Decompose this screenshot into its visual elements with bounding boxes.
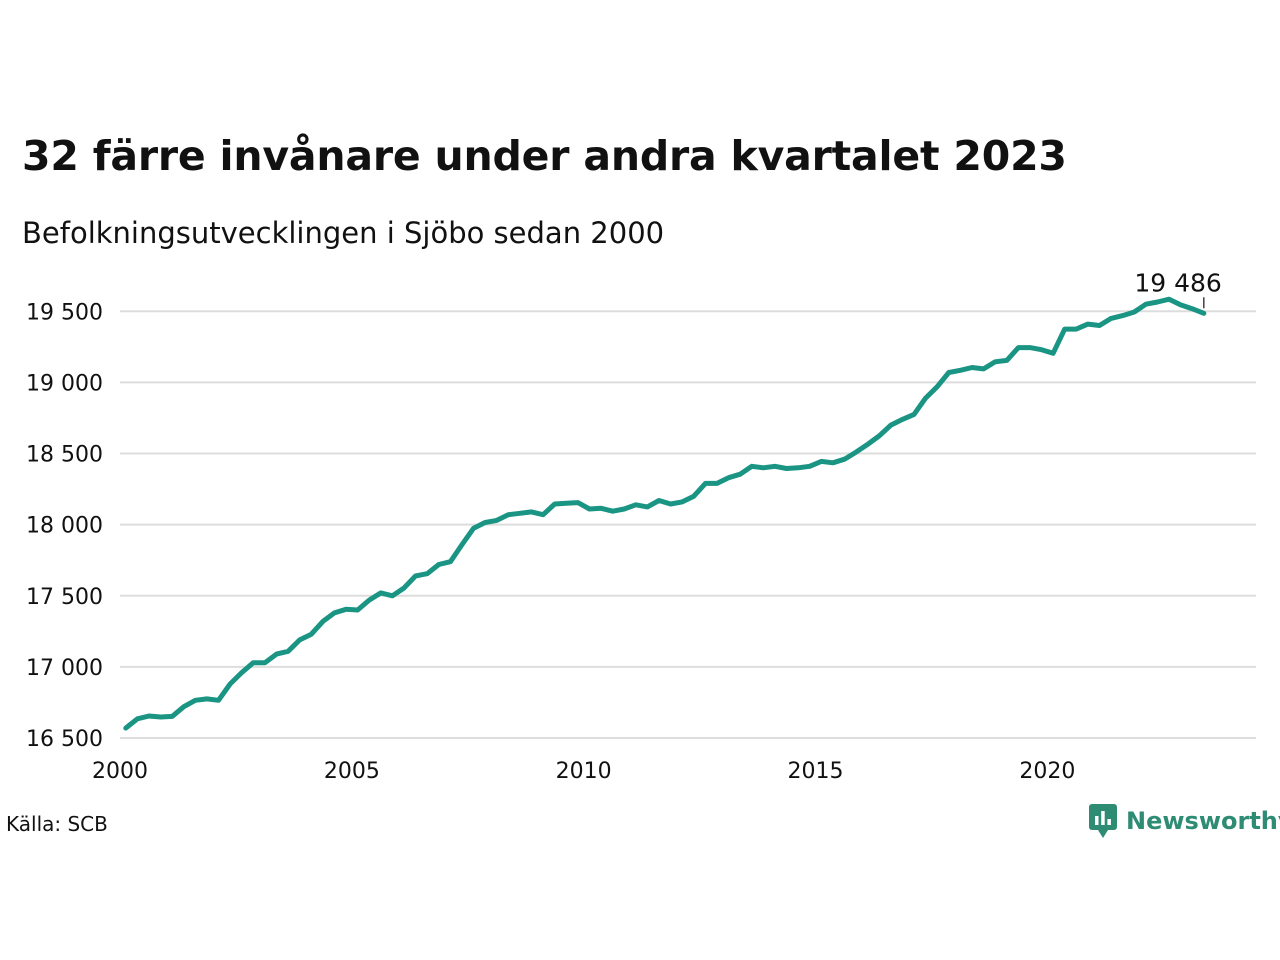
newsworthy-logo-icon (1089, 804, 1117, 838)
chart-title: 32 färre invånare under andra kvartalet … (22, 132, 1067, 180)
chart-subtitle: Befolkningsutvecklingen i Sjöbo sedan 20… (22, 216, 665, 250)
gridlines (120, 310, 1256, 740)
x-tick-label: 2010 (556, 759, 612, 784)
y-tick-label: 19 500 (26, 300, 103, 325)
y-tick-label: 17 000 (26, 656, 103, 681)
source-note: Källa: SCB (6, 812, 108, 836)
brand-name: Newsworthy (1126, 807, 1280, 835)
y-tick-label: 18 000 (26, 514, 103, 539)
series-layer (123, 296, 1207, 731)
x-tick-label: 2005 (324, 759, 380, 784)
y-tick-label: 17 500 (26, 585, 103, 610)
y-tick-label: 18 500 (26, 443, 103, 468)
x-axis-ticks: 2000 2005 2010 2015 2020 (92, 759, 1075, 784)
series-line (123, 296, 1207, 731)
end-value-label: 19 486 (1134, 268, 1221, 297)
x-tick-label: 2020 (1019, 759, 1075, 784)
y-axis-ticks: 16 500 17 000 17 500 18 000 18 500 19 000 19 5… (26, 300, 103, 752)
x-tick-label: 2000 (92, 759, 148, 784)
brand-logo: Newsworthy (1088, 803, 1280, 839)
annotation-layer: 19 486 (1134, 268, 1222, 309)
y-tick-label: 16 500 (26, 727, 103, 752)
y-tick-label: 19 000 (26, 371, 103, 396)
x-tick-label: 2015 (788, 759, 844, 784)
